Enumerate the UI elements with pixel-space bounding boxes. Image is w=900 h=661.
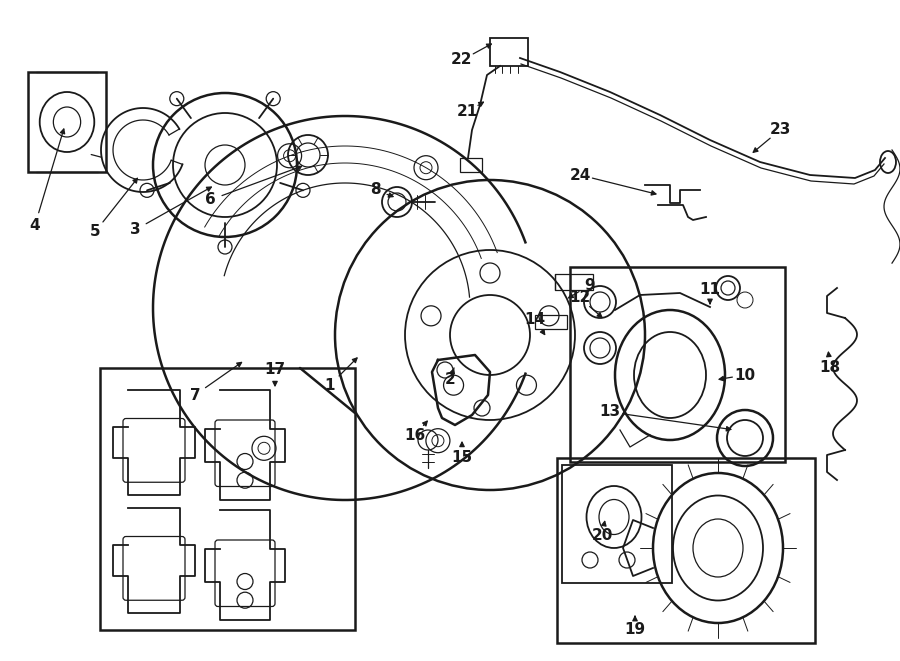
Text: 24: 24 xyxy=(570,167,590,182)
Text: 20: 20 xyxy=(591,527,613,543)
Bar xyxy=(460,158,482,172)
Text: 6: 6 xyxy=(204,192,215,208)
Text: 23: 23 xyxy=(770,122,791,137)
Bar xyxy=(28,72,106,172)
Text: 17: 17 xyxy=(265,362,285,377)
Text: 7: 7 xyxy=(190,387,201,403)
Text: 21: 21 xyxy=(456,104,478,120)
Text: 12: 12 xyxy=(570,290,590,305)
Bar xyxy=(562,465,672,583)
Text: 14: 14 xyxy=(525,313,545,327)
Text: 4: 4 xyxy=(30,217,40,233)
Text: 2: 2 xyxy=(445,373,455,387)
Text: 8: 8 xyxy=(370,182,381,198)
Text: 3: 3 xyxy=(130,223,140,237)
Bar xyxy=(100,368,355,630)
Text: 10: 10 xyxy=(734,368,756,383)
Text: 5: 5 xyxy=(90,225,100,239)
Bar xyxy=(555,274,593,290)
Text: 9: 9 xyxy=(585,278,595,293)
Bar xyxy=(535,315,567,329)
Text: 15: 15 xyxy=(452,449,472,465)
Text: 11: 11 xyxy=(699,282,721,297)
Text: 1: 1 xyxy=(325,377,335,393)
Text: 22: 22 xyxy=(451,52,472,67)
Text: 13: 13 xyxy=(599,405,621,420)
Bar xyxy=(570,267,785,462)
Bar xyxy=(557,458,815,643)
Bar xyxy=(490,38,528,66)
Text: 19: 19 xyxy=(625,623,645,637)
Text: 18: 18 xyxy=(819,360,841,375)
Text: 16: 16 xyxy=(404,428,426,442)
